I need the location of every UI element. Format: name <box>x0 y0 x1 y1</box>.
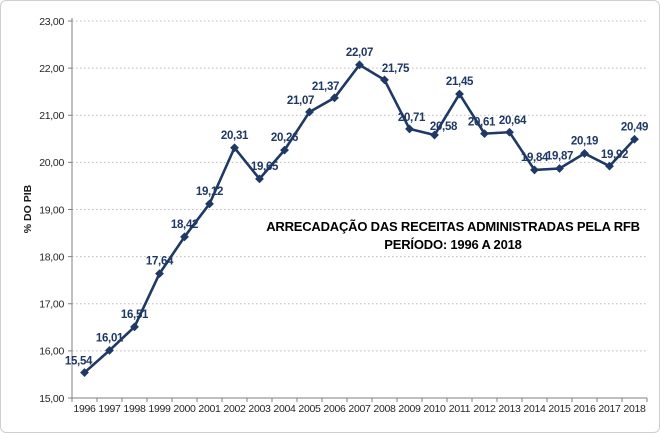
x-tick-label: 2003 <box>248 403 271 415</box>
data-point-label: 21,37 <box>312 81 339 93</box>
data-point-marker <box>255 174 264 184</box>
y-tick-label: 20,00 <box>39 157 64 169</box>
data-point-label: 16,01 <box>96 332 124 344</box>
x-tick-label: 2015 <box>548 403 571 415</box>
data-point-marker <box>230 143 239 153</box>
y-tick-label: 23,00 <box>39 16 64 28</box>
data-point-label: 17,64 <box>146 256 174 268</box>
data-point-marker <box>80 368 89 377</box>
data-point-label: 19,12 <box>196 186 223 198</box>
x-tick-label: 1997 <box>98 403 121 415</box>
data-point-marker <box>330 93 339 103</box>
data-point-marker <box>505 127 514 137</box>
data-point-marker <box>205 199 214 209</box>
x-tick-label: 2004 <box>273 403 296 415</box>
y-tick-label: 15,00 <box>39 393 64 405</box>
x-tick-label: 2005 <box>298 403 321 415</box>
data-point-marker <box>405 124 414 134</box>
data-point-marker <box>580 149 589 158</box>
x-tick-label: 2006 <box>323 403 346 415</box>
data-point-marker <box>355 60 364 70</box>
data-point-label: 19,65 <box>251 161 279 173</box>
data-point-label: 20,26 <box>271 132 298 144</box>
data-point-marker <box>305 107 314 117</box>
data-point-marker <box>430 130 439 140</box>
data-point-marker <box>280 145 289 155</box>
x-tick-label: 2012 <box>473 403 496 415</box>
data-point-label: 22,07 <box>346 47 373 59</box>
data-point-marker <box>130 322 139 332</box>
x-tick-label: 2009 <box>398 403 421 415</box>
data-point-label: 15,54 <box>65 356 93 368</box>
data-point-label: 20,61 <box>468 117 496 129</box>
x-tick-label: 2014 <box>523 403 546 415</box>
y-tick-label: 17,00 <box>39 299 64 311</box>
data-point-label: 20,58 <box>430 121 458 133</box>
x-tick-label: 2000 <box>173 403 196 415</box>
data-point-label: 20,49 <box>621 121 648 133</box>
y-axis-title: % DO PIB <box>22 184 34 234</box>
x-tick-label: 1996 <box>73 403 96 415</box>
data-point-marker <box>605 161 614 171</box>
data-point-label: 19,87 <box>546 151 573 163</box>
y-tick-label: 16,00 <box>39 346 64 358</box>
chart-title: ARRECADAÇÃO DAS RECEITAS ADMINISTRADAS P… <box>266 219 640 234</box>
y-tick-label: 19,00 <box>39 204 64 216</box>
data-point-label: 21,45 <box>446 76 474 88</box>
x-tick-label: 2007 <box>348 403 371 415</box>
y-tick-label: 21,00 <box>39 110 64 122</box>
x-tick-label: 2018 <box>623 403 646 415</box>
data-point-label: 18,42 <box>171 219 198 231</box>
x-tick-label: 2010 <box>423 403 446 415</box>
data-point-marker <box>480 129 489 139</box>
data-point-label: 20,19 <box>571 135 598 147</box>
x-tick-label: 2008 <box>373 403 396 415</box>
data-point-label: 19,92 <box>601 149 628 161</box>
x-tick-label: 2013 <box>498 403 521 415</box>
data-point-marker <box>380 75 389 85</box>
data-point-label: 20,31 <box>221 130 249 142</box>
data-point-label: 20,71 <box>398 112 426 124</box>
data-point-marker <box>180 232 189 242</box>
x-tick-label: 2011 <box>449 403 471 415</box>
data-point-marker <box>455 89 464 99</box>
data-point-label: 20,64 <box>499 115 527 127</box>
data-point-marker <box>555 164 564 173</box>
data-point-marker <box>530 165 539 175</box>
data-point-label: 21,75 <box>382 63 410 75</box>
x-tick-label: 2016 <box>573 403 596 415</box>
x-tick-label: 2002 <box>223 403 246 415</box>
chart-title-block: ARRECADAÇÃO DAS RECEITAS ADMINISTRADAS P… <box>253 218 653 254</box>
x-tick-label: 1998 <box>123 403 146 415</box>
data-point-label: 16,51 <box>121 309 149 321</box>
x-tick-label: 1999 <box>148 403 171 415</box>
data-point-marker <box>630 134 639 144</box>
data-point-marker <box>155 269 164 278</box>
x-tick-label: 2001 <box>198 403 221 415</box>
y-tick-label: 18,00 <box>39 251 64 263</box>
x-tick-label: 2017 <box>598 403 621 415</box>
y-tick-label: 22,00 <box>39 63 64 75</box>
data-point-label: 19,84 <box>521 152 549 164</box>
chart-subtitle: PERÍODO: 1996 A 2018 <box>384 237 522 252</box>
data-point-marker <box>105 346 114 355</box>
data-point-label: 21,07 <box>287 95 314 107</box>
